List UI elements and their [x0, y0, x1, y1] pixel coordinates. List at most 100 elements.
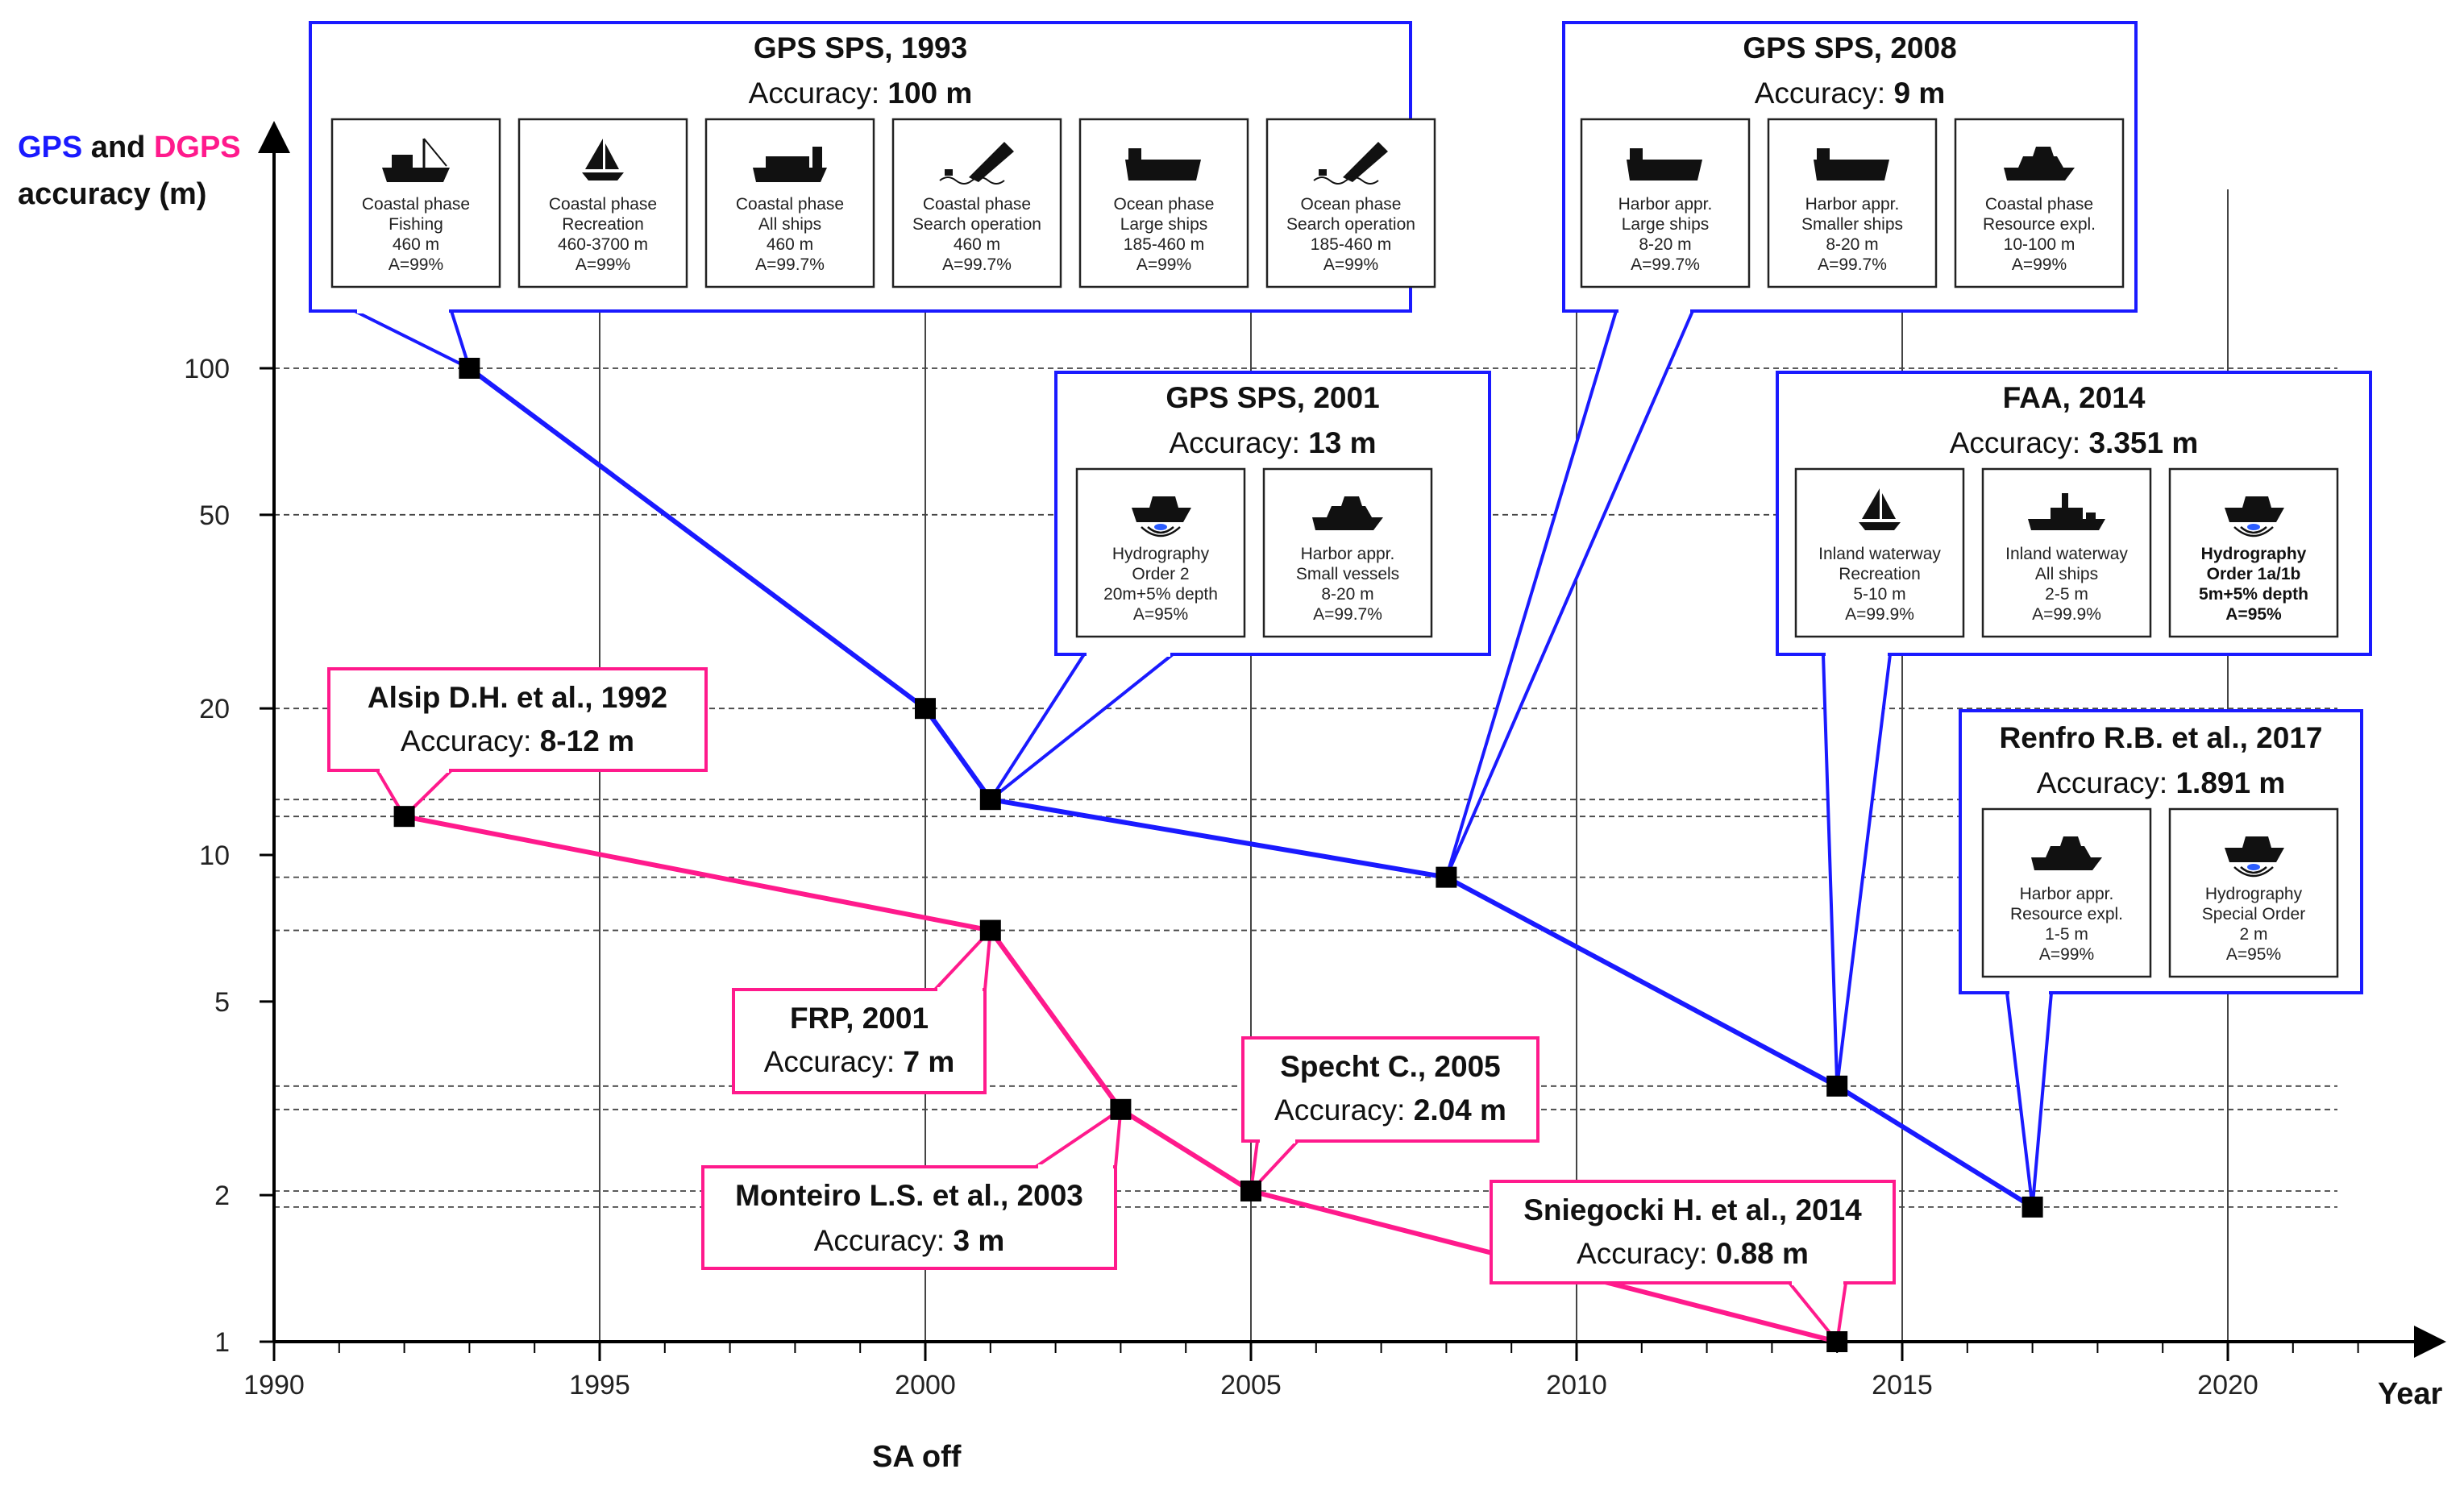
- info-card-text: Special Order: [2202, 905, 2305, 923]
- info-card-text: Ocean phase: [1114, 195, 1215, 214]
- callout-alsip1992: Alsip D.H. et al., 1992 Accuracy: 8-12 m: [327, 667, 708, 773]
- sonar-boat-icon: [2225, 508, 2284, 522]
- info-card-text: Order 1a/1b: [2207, 565, 2301, 583]
- info-card-text: 460 m: [954, 235, 1000, 254]
- y-axis-label: GPS and DGPS: [18, 131, 241, 164]
- yacht-bridge-icon: [1341, 496, 1362, 506]
- sonar-wave-icon: [2233, 866, 2274, 878]
- jib-icon: [605, 143, 619, 169]
- info-card-text: Inland waterway: [1818, 545, 1941, 563]
- sonar-emitter-icon: [1154, 524, 1167, 530]
- tanker-icon: [1627, 160, 1702, 181]
- info-card: Inland waterway Recreation 5-10 mA=99.9%: [1794, 467, 1965, 638]
- tanker-bridge-icon: [1128, 148, 1141, 160]
- sonar-wave-icon: [2233, 526, 2274, 537]
- info-card-text: Resource expl.: [2010, 905, 2123, 923]
- callout-frp2001: FRP, 2001 Accuracy: 7 m: [732, 987, 987, 1094]
- tanker-bridge-icon: [1630, 148, 1643, 160]
- y-label-gps: GPS: [18, 131, 82, 164]
- callout-title: Sniegocki H. et al., 2014: [1523, 1193, 1862, 1226]
- data-point-gps: [1826, 1075, 1848, 1097]
- info-card-text: 2 m: [2239, 925, 2267, 944]
- accuracy-value: 9 m: [1893, 77, 1945, 110]
- info-card-frame: [891, 118, 1062, 288]
- info-card-text: 10-100 m: [2004, 235, 2075, 254]
- cargo-bridge-icon: [812, 147, 822, 168]
- waves-icon: [939, 176, 1005, 185]
- callout-box-alsip1992: [327, 667, 708, 772]
- info-card-text: 460 m: [393, 235, 439, 254]
- sail-icon: [1862, 488, 1880, 519]
- info-card-text: Small vessels: [1296, 565, 1399, 583]
- tanker-icon: [1125, 160, 1201, 181]
- callout-monteiro2003: Monteiro L.S. et al., 2003 Accuracy: 3 m: [701, 1164, 1117, 1270]
- x-axis-label: Year: [2378, 1377, 2443, 1411]
- callout-pointer-gps1993: [354, 309, 472, 371]
- accuracy-value: 2.04 m: [1414, 1094, 1506, 1127]
- y-axis-label-line2: accuracy (m): [18, 177, 206, 211]
- sonar-boat-icon: [1132, 508, 1191, 522]
- warship-icon: [2028, 519, 2105, 530]
- info-card-frame: [704, 118, 875, 288]
- info-card-text: A=99.7%: [942, 255, 1012, 274]
- info-card-text: All ships: [2035, 565, 2098, 583]
- accuracy-label: Accuracy:: [1950, 426, 2089, 459]
- swimmer-icon: [1319, 169, 1327, 176]
- rigging-icon: [423, 138, 447, 167]
- info-card-text: 5m+5% depth: [2199, 585, 2308, 604]
- tanker-icon: [1814, 160, 1889, 181]
- accuracy-label: Accuracy:: [2037, 766, 2176, 799]
- accuracy-label: Accuracy:: [1577, 1237, 1716, 1270]
- callout-faa2014: FAA, 2014 Accuracy: 3.351 m Inland waterwa…: [1776, 371, 2372, 657]
- callout-accuracy: Accuracy: 9 m: [1755, 77, 1945, 110]
- callout-box-specht2005: [1241, 1036, 1539, 1143]
- motor-yacht-icon: [2031, 857, 2102, 870]
- info-card-text: A=99%: [1136, 255, 1191, 274]
- info-card-text: A=99%: [575, 255, 630, 274]
- y-tick-label: 20: [199, 694, 230, 724]
- wheelhouse-icon: [392, 155, 413, 168]
- info-card-text: A=95%: [1133, 605, 1188, 624]
- info-card-text: Recreation: [562, 215, 644, 234]
- callout-accuracy: Accuracy: 100 m: [749, 77, 973, 110]
- data-point-gps: [979, 789, 1001, 811]
- info-card-frame: [1767, 118, 1938, 288]
- info-card-text: A=99%: [1323, 255, 1378, 274]
- callout-accuracy: Accuracy: 13 m: [1169, 426, 1376, 459]
- data-point-gps: [2021, 1196, 2043, 1218]
- info-card-frame: [1265, 118, 1436, 288]
- info-card-text: Ocean phase: [1301, 195, 1402, 214]
- x-tick-label: 2000: [895, 1370, 956, 1401]
- info-card-text: Harbor appr.: [1805, 195, 1900, 214]
- callout-title: FAA, 2014: [2003, 381, 2146, 414]
- callout-title: GPS SPS, 1993: [754, 31, 967, 64]
- accuracy-label: Accuracy:: [1274, 1094, 1414, 1127]
- x-tick-label: 2020: [2197, 1370, 2258, 1401]
- sonar-cabin-icon: [2242, 836, 2271, 848]
- info-card-frame: [1078, 118, 1249, 288]
- accuracy-value: 7 m: [903, 1045, 954, 1078]
- info-card-text: 8-20 m: [1826, 235, 1878, 254]
- callout-accuracy: Accuracy: 0.88 m: [1577, 1237, 1809, 1270]
- info-card-text: Hydrography: [2201, 545, 2307, 563]
- info-card-text: Inland waterway: [2005, 545, 2128, 563]
- info-card: Harbor appr. Small vessels 8-20 mA=99.7%: [1262, 467, 1433, 638]
- info-card-text: Coastal phase: [923, 195, 1031, 214]
- yacht-bridge-icon: [2033, 147, 2054, 156]
- info-card-text: Large ships: [1622, 215, 1710, 234]
- info-card-text: Hydrography: [1112, 545, 1210, 563]
- callout-pointer-monteiro2003: [1034, 1106, 1123, 1168]
- waves-icon: [1313, 176, 1379, 185]
- sonar-cabin-icon: [2242, 496, 2271, 508]
- info-card-text: A=99%: [2012, 255, 2067, 274]
- cargo-ship-icon: [753, 168, 827, 182]
- yacht-cabin-icon: [2018, 156, 2063, 168]
- data-point-dgps: [979, 919, 1001, 941]
- callout-title: Alsip D.H. et al., 1992: [368, 681, 667, 714]
